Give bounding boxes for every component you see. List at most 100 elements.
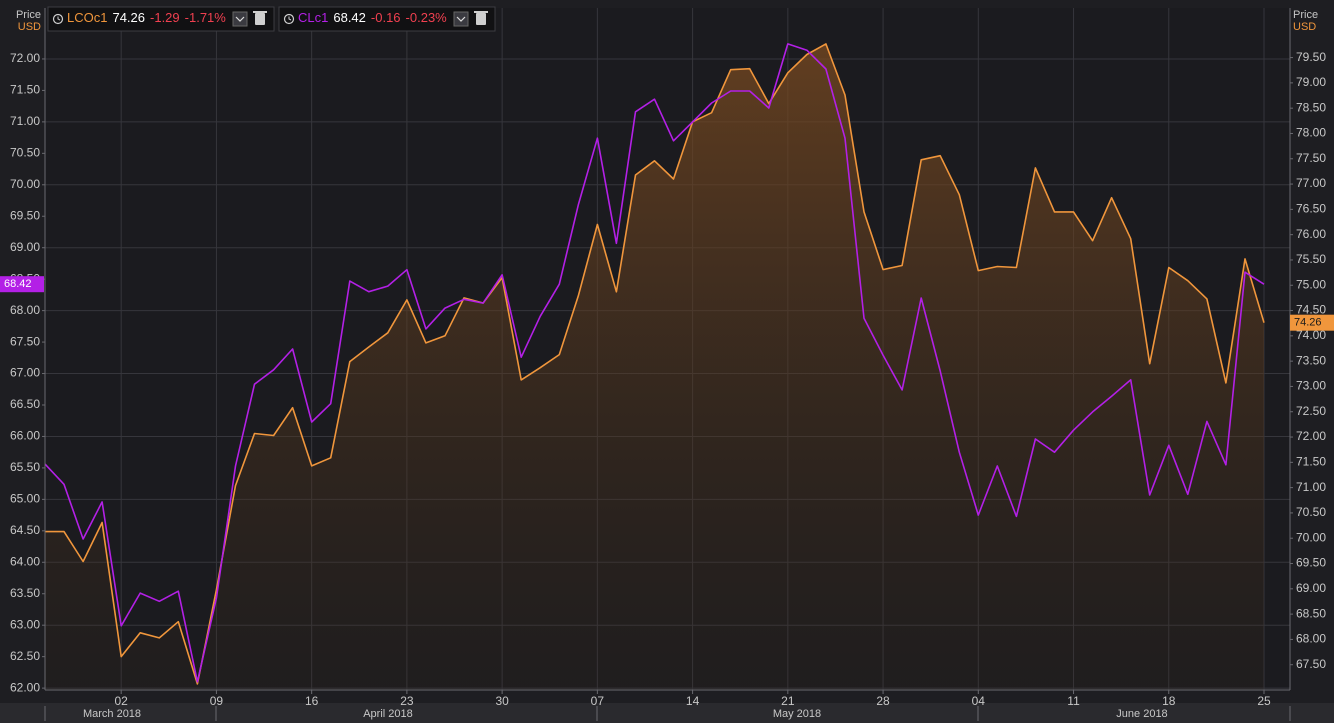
clock-hand [288, 16, 292, 21]
last-value-tag [0, 276, 44, 293]
dropdown-button[interactable] [232, 11, 248, 27]
x-tick-label: 25 [1257, 694, 1271, 708]
y2-tick-label: 71.00 [1296, 480, 1326, 494]
legend-change-pct: -1.71% [185, 10, 227, 25]
y-tick-label: 62.50 [10, 649, 40, 663]
x-tick-label: 16 [305, 694, 319, 708]
y-tick-label: 71.00 [10, 114, 40, 128]
y-unit: USD [18, 21, 41, 33]
y-tick-label: 63.50 [10, 586, 40, 600]
y-tick-label: 67.00 [10, 366, 40, 380]
legend-value: 74.26 [112, 10, 145, 25]
line [44, 43, 1265, 683]
legend-name: LCOc1 [67, 10, 107, 25]
y2-label: Price [1293, 9, 1318, 21]
y-tick-label: 69.00 [10, 240, 40, 254]
y2-tick-label: 76.00 [1296, 227, 1326, 241]
y-tick-label: 66.50 [10, 397, 40, 411]
legend: LCOc1 74.26 -1.29 -1.71% CLc1 68.42 -0.16 -0.23… [47, 6, 496, 32]
y2-tick-label: 79.50 [1296, 50, 1326, 64]
delete-lid [474, 11, 488, 13]
y2-tick-label: 75.00 [1296, 277, 1326, 291]
y2-tick-label: 73.00 [1296, 379, 1326, 393]
y-tick-label: 65.00 [10, 492, 40, 506]
delete-button[interactable] [255, 13, 265, 25]
delete-lid [253, 11, 267, 13]
x-tick-label: 09 [210, 694, 224, 708]
y2-tick-label: 75.50 [1296, 252, 1326, 266]
last-value-label: 74.26 [1294, 317, 1322, 329]
x-tick-label: 07 [591, 694, 605, 708]
legend-change: -1.29 [150, 10, 180, 25]
month-label: June 2018 [1116, 708, 1167, 720]
legend-entry: CLc1 68.42 -0.16 -0.23% [298, 10, 447, 25]
y2-tick-label: 69.00 [1296, 581, 1326, 595]
y2-tick-label: 78.50 [1296, 100, 1326, 114]
y2-tick-label: 69.50 [1296, 556, 1326, 570]
y-tick-label: 71.50 [10, 83, 40, 97]
y2-tick-label: 77.00 [1296, 176, 1326, 190]
month-label: May 2018 [773, 708, 821, 720]
y2-tick-label: 71.50 [1296, 455, 1326, 469]
clock-icon [52, 13, 64, 25]
y-tick-label: 72.00 [10, 51, 40, 65]
legend-entry: LCOc1 74.26 -1.29 -1.71% [67, 10, 226, 25]
dropdown-arrow [235, 16, 245, 22]
y2-tick-label: 76.50 [1296, 202, 1326, 216]
y-label: Price [16, 9, 41, 21]
x-tick-label: 14 [686, 694, 700, 708]
x-tick-label: 28 [876, 694, 890, 708]
y2-tick-label: 72.50 [1296, 404, 1326, 418]
last-value-tag [1290, 314, 1334, 331]
y2-tick-label: 72.00 [1296, 429, 1326, 443]
dropdown-arrow [456, 16, 466, 22]
x-tick-label: 18 [1162, 694, 1176, 708]
y2-tick-label: 74.00 [1296, 328, 1326, 342]
x-tick-label: 04 [972, 694, 986, 708]
y2-tick-label: 67.50 [1296, 657, 1326, 671]
x-tick-label: 30 [495, 694, 509, 708]
x-tick-label: 21 [781, 694, 795, 708]
line [45, 43, 1265, 685]
series [44, 43, 1265, 690]
y2-tick-label: 74.50 [1296, 303, 1326, 317]
legend-box [47, 6, 275, 32]
x-tick-label: 23 [400, 694, 414, 708]
clock-icon [283, 13, 295, 25]
legend-change: -0.16 [371, 10, 401, 25]
y-tick-label: 64.00 [10, 554, 40, 568]
y2-tick-label: 68.50 [1296, 606, 1326, 620]
month-bar [0, 703, 1334, 723]
dropdown-button[interactable] [453, 11, 469, 27]
y-tick-label: 66.00 [10, 429, 40, 443]
y2-unit: USD [1293, 21, 1316, 33]
y-tick-label: 70.50 [10, 146, 40, 160]
y-tick-label: 63.00 [10, 617, 40, 631]
legend-name: CLc1 [298, 10, 328, 25]
legend-change-pct: -0.23% [406, 10, 448, 25]
x-tick-label: 11 [1067, 694, 1080, 708]
month-label: March 2018 [83, 708, 141, 720]
month-label: April 2018 [363, 708, 413, 720]
area [45, 43, 1264, 690]
y-tick-label: 68.00 [10, 303, 40, 317]
y2-tick-label: 70.00 [1296, 530, 1326, 544]
y-tick-label: 67.50 [10, 334, 40, 348]
axes: 62.00 62.50 63.00 63.50 64.00 64.50 65.00 65.50… [0, 8, 1334, 721]
y2-tick-label: 77.50 [1296, 151, 1326, 165]
delete-button[interactable] [476, 13, 486, 25]
y2-tick-label: 79.00 [1296, 75, 1326, 89]
last-value-label: 68.42 [4, 278, 32, 290]
y2-tick-label: 78.00 [1296, 126, 1326, 140]
y-tick-label: 64.50 [10, 523, 40, 537]
y-tick-label: 70.00 [10, 177, 40, 191]
clock-hand [57, 16, 61, 21]
y-tick-label: 65.50 [10, 460, 40, 474]
y2-tick-label: 68.00 [1296, 632, 1326, 646]
y2-tick-label: 70.50 [1296, 505, 1326, 519]
y2-tick-label: 73.50 [1296, 353, 1326, 367]
y-tick-label: 62.00 [10, 680, 40, 694]
legend-value: 68.42 [333, 10, 366, 25]
